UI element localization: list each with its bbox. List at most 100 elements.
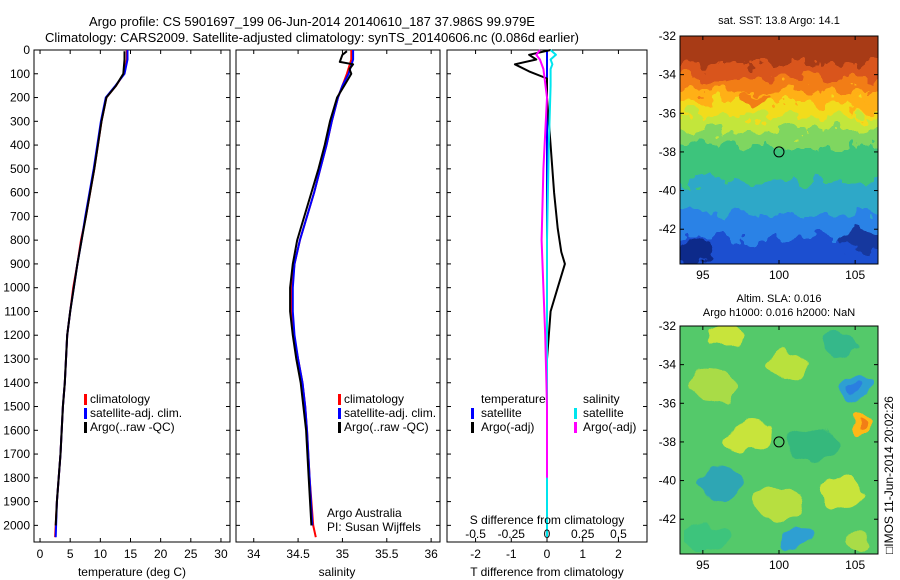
map-x-tick-label: 95 [696,268,710,282]
salinity-lines [289,50,355,538]
s-difference-ticks: -0.5 -0.25 0 0.25 0.5 [465,527,627,541]
x-tick-label: 30 [214,547,228,561]
temperature-legend: climatology satellite-adj. clim. Argo(..… [84,392,182,434]
sla-field [680,326,878,554]
x-tick-label: 34.5 [286,547,310,561]
temperature-panel: 0100200300400500600700800900100011001200… [3,43,231,579]
difference-lines [513,49,566,542]
legend-swatch-argo [84,422,87,433]
sla-map-ticks: -32 -34 -36 -38 -40 -42 95 100 105 [659,319,878,572]
figure-title-line1: Argo profile: CS 5901697_199 06-Jun-2014… [89,14,535,29]
y-tick-label: 1600 [3,423,30,437]
y-tick-label: 200 [10,91,30,105]
series-argo-raw-qc [54,51,126,526]
s-tick-label: 0.25 [571,527,595,541]
s-tick-label: 0 [544,527,551,541]
difference-panel: -2 -1 0 1 2 temperature salinity satellite A… [446,49,648,579]
legend-satellite: satellite-adj. clim. [344,406,436,420]
x-tick-label: 20 [154,547,168,561]
legend-swatch-t-satellite [471,408,474,419]
legend-swatch-s-argo [574,422,577,433]
salinity-panel: 34 34.5 35 35.5 36 climatology satellite-adj… [235,49,441,579]
map-x-tick-label: 105 [845,268,865,282]
x-tick-label: 1 [579,547,586,561]
map-y-tick-label: -40 [659,474,677,488]
salinity-legend: climatology satellite-adj. clim. Argo(..… [338,392,436,434]
temperature-axes-box [33,49,231,543]
y-tick-label: 1000 [3,281,30,295]
sst-field [680,36,878,264]
x-tick-label: 35 [336,547,350,561]
legend-swatch-s-satellite [574,408,577,419]
s-tick-label: 0.5 [610,527,627,541]
t-difference-xlabel: T difference from climatology [470,565,624,579]
map-y-tick-label: -36 [659,106,677,120]
temperature-xlabel: temperature (deg C) [78,565,186,579]
figure-title-line2: Climatology: CARS2009. Satellite-adjuste… [45,30,579,45]
series-temperature-argo-adj [513,49,566,478]
x-tick-label: 25 [184,547,198,561]
legend-swatch-climatology [338,394,341,405]
legend-t-satellite: satellite [481,406,522,420]
y-tick-label: 600 [10,186,30,200]
x-tick-label: 36 [424,547,438,561]
legend-argo: Argo(..raw -QC) [90,420,175,434]
y-tick-label: 800 [10,233,30,247]
map-y-tick-label: -42 [659,512,677,526]
x-tick-label: 15 [124,547,138,561]
legend-argo: Argo(..raw -QC) [344,420,429,434]
y-tick-label: 700 [10,209,30,223]
x-tick-label: 2 [615,547,622,561]
map-y-tick-label: -32 [659,319,677,333]
map-y-tick-label: -34 [659,358,677,372]
credit-line2: PI: Susan Wijffels [327,520,421,534]
y-tick-label: 1800 [3,471,30,485]
legend-satellite: satellite-adj. clim. [90,406,182,420]
x-tick-label: 10 [94,547,108,561]
map-y-tick-label: -42 [659,222,677,236]
imos-timestamp: □IMOS 11-Jun-2014 20:02:26 [882,396,896,554]
s-tick-label: -0.5 [465,527,486,541]
y-tick-label: 100 [10,67,30,81]
s-difference-label: S difference from climatology [470,513,625,527]
x-tick-label: 35.5 [375,547,399,561]
y-tick-label: 1200 [3,328,30,342]
map-x-tick-label: 100 [769,558,789,572]
y-tick-label: 0 [23,43,30,57]
map-y-tick-label: -34 [659,68,677,82]
map-x-tick-label: 100 [769,268,789,282]
y-tick-label: 1100 [4,304,30,318]
temperature-ticks: 0100200300400500600700800900100011001200… [3,43,230,561]
legend-s-satellite: satellite [583,406,624,420]
map-x-tick-label: 95 [696,558,710,572]
series-salinity-argo-adj [535,49,548,478]
legend-swatch-climatology [84,394,87,405]
legend-s-argo: Argo(-adj) [583,420,636,434]
difference-legend: temperature salinity satellite Argo(-adj… [471,392,636,434]
temperature-lines [54,50,129,538]
legend-swatch-satellite [338,408,341,419]
legend-swatch-argo [338,422,341,433]
sla-map-panel: Altim. SLA: 0.016 Argo h1000: 0.016 h200… [659,293,879,572]
x-tick-label: -2 [470,547,481,561]
map-y-tick-label: -40 [659,184,677,198]
y-tick-label: 1300 [3,352,30,366]
sla-map-title: Altim. SLA: 0.016 [737,293,822,305]
y-tick-label: 1900 [3,495,30,509]
y-tick-label: 400 [10,138,30,152]
x-tick-label: -1 [506,547,517,561]
y-tick-label: 500 [10,162,30,176]
y-tick-label: 1700 [3,447,30,461]
x-tick-label: 5 [67,547,74,561]
argo-position-marker [773,146,785,158]
map-y-tick-label: -38 [659,435,677,449]
y-tick-label: 300 [10,114,30,128]
legend-title-salinity: salinity [583,392,620,406]
x-tick-label: 0 [544,547,551,561]
sst-map-ticks: -32 -34 -36 -38 -40 -42 95 100 105 [659,29,878,282]
map-y-tick-label: -38 [659,145,677,159]
argo-position-marker [773,436,785,448]
s-tick-label: -0.25 [498,527,526,541]
sst-map-panel: sat. SST: 13.8 Argo: 14.1 [659,15,879,282]
